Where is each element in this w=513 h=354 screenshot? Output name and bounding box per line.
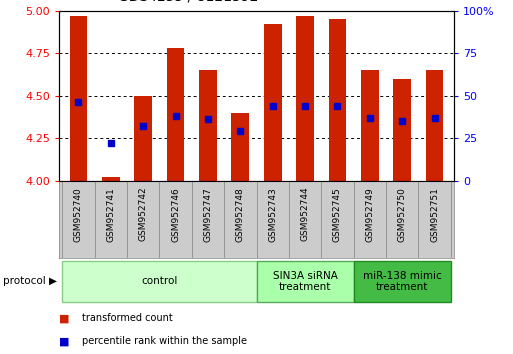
Text: GSM952745: GSM952745	[333, 187, 342, 241]
Text: GDS4255 / 8121392: GDS4255 / 8121392	[118, 0, 259, 4]
Text: control: control	[141, 276, 177, 286]
Text: GSM952748: GSM952748	[236, 187, 245, 241]
Text: GSM952743: GSM952743	[268, 187, 277, 241]
Text: ■: ■	[59, 313, 69, 323]
Bar	[393, 79, 411, 181]
Text: GSM952746: GSM952746	[171, 187, 180, 241]
Bar	[70, 16, 87, 181]
Bar	[167, 48, 185, 181]
Text: ■: ■	[59, 336, 69, 346]
Bar	[426, 70, 443, 181]
Bar	[102, 177, 120, 181]
Bar	[296, 16, 314, 181]
Text: GSM952750: GSM952750	[398, 187, 407, 242]
Text: GSM952742: GSM952742	[139, 187, 148, 241]
Text: GSM952751: GSM952751	[430, 187, 439, 242]
Bar	[361, 70, 379, 181]
Bar	[256, 261, 353, 302]
Text: GSM952740: GSM952740	[74, 187, 83, 241]
Text: GSM952749: GSM952749	[365, 187, 374, 241]
Text: protocol ▶: protocol ▶	[3, 276, 56, 286]
Bar	[199, 70, 217, 181]
Bar	[328, 19, 346, 181]
Text: GSM952747: GSM952747	[204, 187, 212, 241]
Text: transformed count: transformed count	[82, 313, 173, 323]
Text: miR-138 mimic
treatment: miR-138 mimic treatment	[363, 270, 442, 292]
Text: percentile rank within the sample: percentile rank within the sample	[82, 336, 247, 346]
Bar	[231, 113, 249, 181]
Text: SIN3A siRNA
treatment: SIN3A siRNA treatment	[272, 270, 338, 292]
Text: GSM952741: GSM952741	[106, 187, 115, 241]
Text: GSM952744: GSM952744	[301, 187, 309, 241]
Bar	[353, 261, 451, 302]
Bar	[264, 24, 282, 181]
Bar	[62, 261, 256, 302]
Bar	[134, 96, 152, 181]
